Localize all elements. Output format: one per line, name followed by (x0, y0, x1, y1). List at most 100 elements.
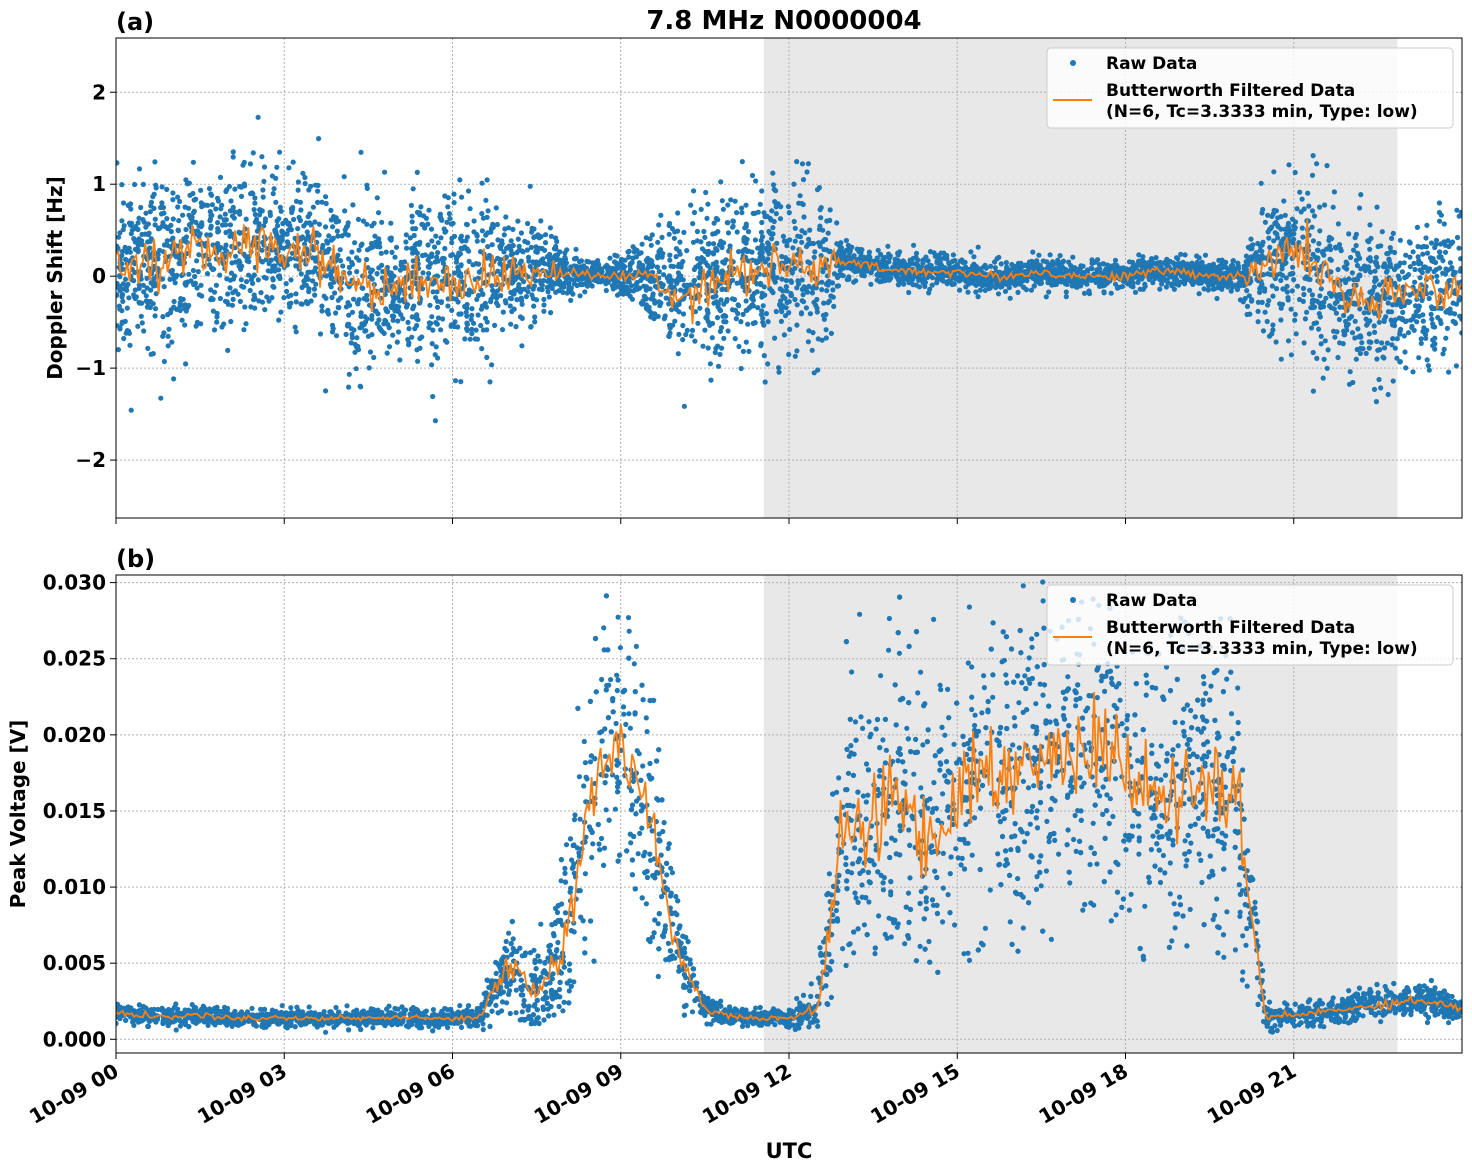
raw-data-point (1260, 300, 1265, 305)
raw-data-point (490, 222, 495, 227)
raw-data-point (137, 286, 142, 291)
raw-data-point (439, 217, 444, 222)
raw-data-point (718, 308, 723, 313)
raw-data-point (1223, 260, 1228, 265)
raw-data-point (137, 166, 142, 171)
raw-data-point (806, 161, 811, 166)
raw-data-point (1416, 355, 1421, 360)
raw-data-point (831, 304, 836, 309)
raw-data-point (1174, 255, 1179, 260)
raw-data-point (1218, 284, 1223, 289)
raw-data-point (399, 263, 404, 268)
raw-data-point (560, 290, 565, 295)
raw-data-point (457, 177, 462, 182)
raw-data-point (429, 362, 434, 367)
raw-data-point (895, 251, 900, 256)
raw-data-point (1383, 296, 1388, 301)
raw-data-point (1150, 280, 1155, 285)
raw-data-point (438, 235, 443, 240)
raw-data-point (311, 205, 316, 210)
raw-data-point (570, 292, 575, 297)
raw-data-point (388, 221, 393, 226)
raw-data-point (427, 303, 432, 308)
raw-data-point (208, 209, 213, 214)
raw-data-point (677, 262, 682, 267)
raw-data-point (718, 239, 723, 244)
raw-data-point (1434, 242, 1439, 247)
raw-data-point (1454, 363, 1459, 368)
raw-data-point (1427, 368, 1432, 373)
raw-data-point (398, 312, 403, 317)
raw-data-point (712, 221, 717, 226)
raw-data-point (421, 213, 426, 218)
raw-data-point (1159, 281, 1164, 286)
raw-data-point (1242, 267, 1247, 272)
raw-data-point (479, 307, 484, 312)
raw-data-point (257, 212, 262, 217)
raw-data-point (519, 296, 524, 301)
raw-data-point (355, 301, 360, 306)
raw-data-point (141, 182, 146, 187)
raw-data-point (793, 354, 798, 359)
raw-data-point (1311, 153, 1316, 158)
raw-data-point (456, 299, 461, 304)
raw-data-point (228, 319, 233, 324)
raw-data-point (346, 256, 351, 261)
raw-data-point (168, 310, 173, 315)
raw-data-point (190, 215, 195, 220)
raw-data-point (682, 404, 687, 409)
raw-data-point (739, 206, 744, 211)
raw-data-point (1423, 336, 1428, 341)
raw-data-point (225, 291, 230, 296)
raw-data-point (211, 267, 216, 272)
raw-data-point (215, 196, 220, 201)
raw-data-point (125, 306, 130, 311)
raw-data-point (184, 308, 189, 313)
raw-data-point (942, 265, 947, 270)
raw-data-point (787, 210, 792, 215)
raw-data-point (1432, 336, 1437, 341)
raw-data-point (199, 220, 204, 225)
raw-data-point (1271, 238, 1276, 243)
raw-data-point (774, 201, 779, 206)
raw-data-point (1305, 191, 1310, 196)
raw-data-point (759, 188, 764, 193)
raw-data-point (1389, 342, 1394, 347)
raw-data-point (139, 314, 144, 319)
raw-data-point (433, 352, 438, 357)
raw-data-point (356, 248, 361, 253)
raw-data-point (286, 165, 291, 170)
raw-data-point (516, 282, 521, 287)
raw-data-point (420, 222, 425, 227)
raw-data-point (1271, 251, 1276, 256)
raw-data-point (429, 238, 434, 243)
raw-data-point (1093, 280, 1098, 285)
raw-data-point (427, 254, 432, 259)
raw-data-point (868, 282, 873, 287)
raw-data-point (392, 255, 397, 260)
raw-data-point (774, 241, 779, 246)
raw-data-point (578, 282, 583, 287)
raw-data-point (810, 348, 815, 353)
raw-data-point (551, 255, 556, 260)
raw-data-point (406, 326, 411, 331)
raw-data-point (338, 295, 343, 300)
raw-data-point (244, 217, 249, 222)
raw-data-point (414, 241, 419, 246)
raw-data-point (770, 225, 775, 230)
raw-data-point (223, 189, 228, 194)
raw-data-point (432, 244, 437, 249)
raw-data-point (677, 240, 682, 245)
raw-data-point (180, 213, 185, 218)
raw-data-point (410, 251, 415, 256)
raw-data-point (807, 228, 812, 233)
raw-data-point (160, 220, 165, 225)
raw-data-point (379, 220, 384, 225)
raw-data-point (354, 335, 359, 340)
raw-data-point (1211, 267, 1216, 272)
raw-data-point (1249, 246, 1254, 251)
raw-data-point (1346, 276, 1351, 281)
raw-data-point (465, 328, 470, 333)
raw-data-point (298, 218, 303, 223)
raw-data-point (352, 240, 357, 245)
